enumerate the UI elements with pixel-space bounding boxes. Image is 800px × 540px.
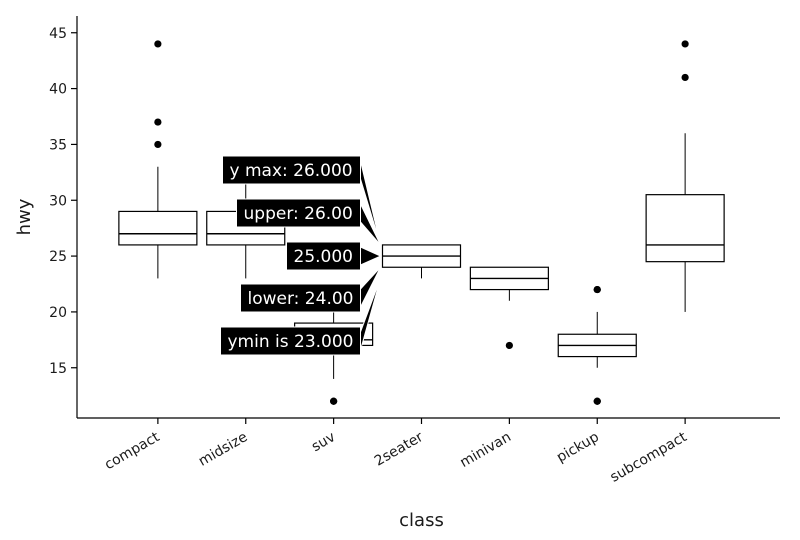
y-tick-label: 40 xyxy=(49,82,67,98)
tooltip-box xyxy=(236,198,361,228)
outlier-point xyxy=(154,118,162,126)
boxes-layer xyxy=(118,133,725,379)
tooltip-text: ymin is 23.000 xyxy=(228,332,354,352)
x-axis-title: class xyxy=(399,510,444,531)
tooltip-pointer xyxy=(360,246,382,266)
y-tick-label: 35 xyxy=(49,137,67,153)
box-2seater xyxy=(381,244,462,279)
outlier-point xyxy=(593,285,601,294)
box-pickup xyxy=(557,311,637,368)
axes-layer xyxy=(76,16,780,419)
y-axis-title: hwy xyxy=(14,198,35,235)
tooltip-box xyxy=(286,241,361,271)
y-tick-label: 15 xyxy=(49,361,67,377)
outlier-point xyxy=(505,341,513,350)
outlier-point xyxy=(154,140,162,149)
box-body xyxy=(645,194,725,263)
outlier-point xyxy=(154,40,162,48)
tooltip-ymin: ymin is 23.000 xyxy=(220,278,381,356)
tooltip-text: y max: 26.000 xyxy=(230,161,353,181)
x-tick-label: 2seater xyxy=(372,429,426,470)
tooltip-middle: 25.000 xyxy=(286,241,382,271)
tooltip-box xyxy=(220,326,361,356)
y-tick-label: 30 xyxy=(49,193,67,209)
x-ticks: compact midsize suv 2seater minivan pickup sub… xyxy=(102,418,690,486)
x-tick-label: midsize xyxy=(196,429,250,470)
tooltip-ymax: y max: 26.000 xyxy=(222,155,381,246)
tooltip-text: lower: 24.00 xyxy=(248,289,354,309)
tooltip-upper: upper: 26.00 xyxy=(236,198,381,246)
box-body xyxy=(118,210,198,246)
outlier-point xyxy=(681,40,689,48)
tooltip-box xyxy=(222,155,361,185)
outlier-point xyxy=(593,397,601,405)
x-tick-label: compact xyxy=(102,429,163,473)
x-tick-label: pickup xyxy=(554,429,602,466)
box-compact xyxy=(118,166,198,279)
y-ticks: 15 20 25 30 35 40 45 xyxy=(49,26,77,377)
box-subcompact xyxy=(645,133,725,312)
x-tick-label: suv xyxy=(309,429,338,455)
y-tick-label: 45 xyxy=(49,26,67,42)
x-tick-label: minivan xyxy=(457,429,514,471)
y-tick-label: 20 xyxy=(49,305,67,321)
tooltip-layer: y max: 26.000 upper: 26.00 25.000 lower: 24… xyxy=(220,155,382,356)
tooltip-lower: lower: 24.00 xyxy=(240,266,381,313)
outliers-layer xyxy=(154,40,689,405)
outlier-point xyxy=(681,73,689,82)
tooltip-text: 25.000 xyxy=(294,247,353,267)
tooltip-text: upper: 26.00 xyxy=(244,204,353,224)
tooltip-box xyxy=(240,283,361,313)
y-tick-label: 25 xyxy=(49,249,67,265)
box-midsize xyxy=(206,177,286,279)
outlier-point xyxy=(330,397,338,405)
x-tick-label: subcompact xyxy=(608,429,691,486)
box-minivan xyxy=(469,266,549,301)
